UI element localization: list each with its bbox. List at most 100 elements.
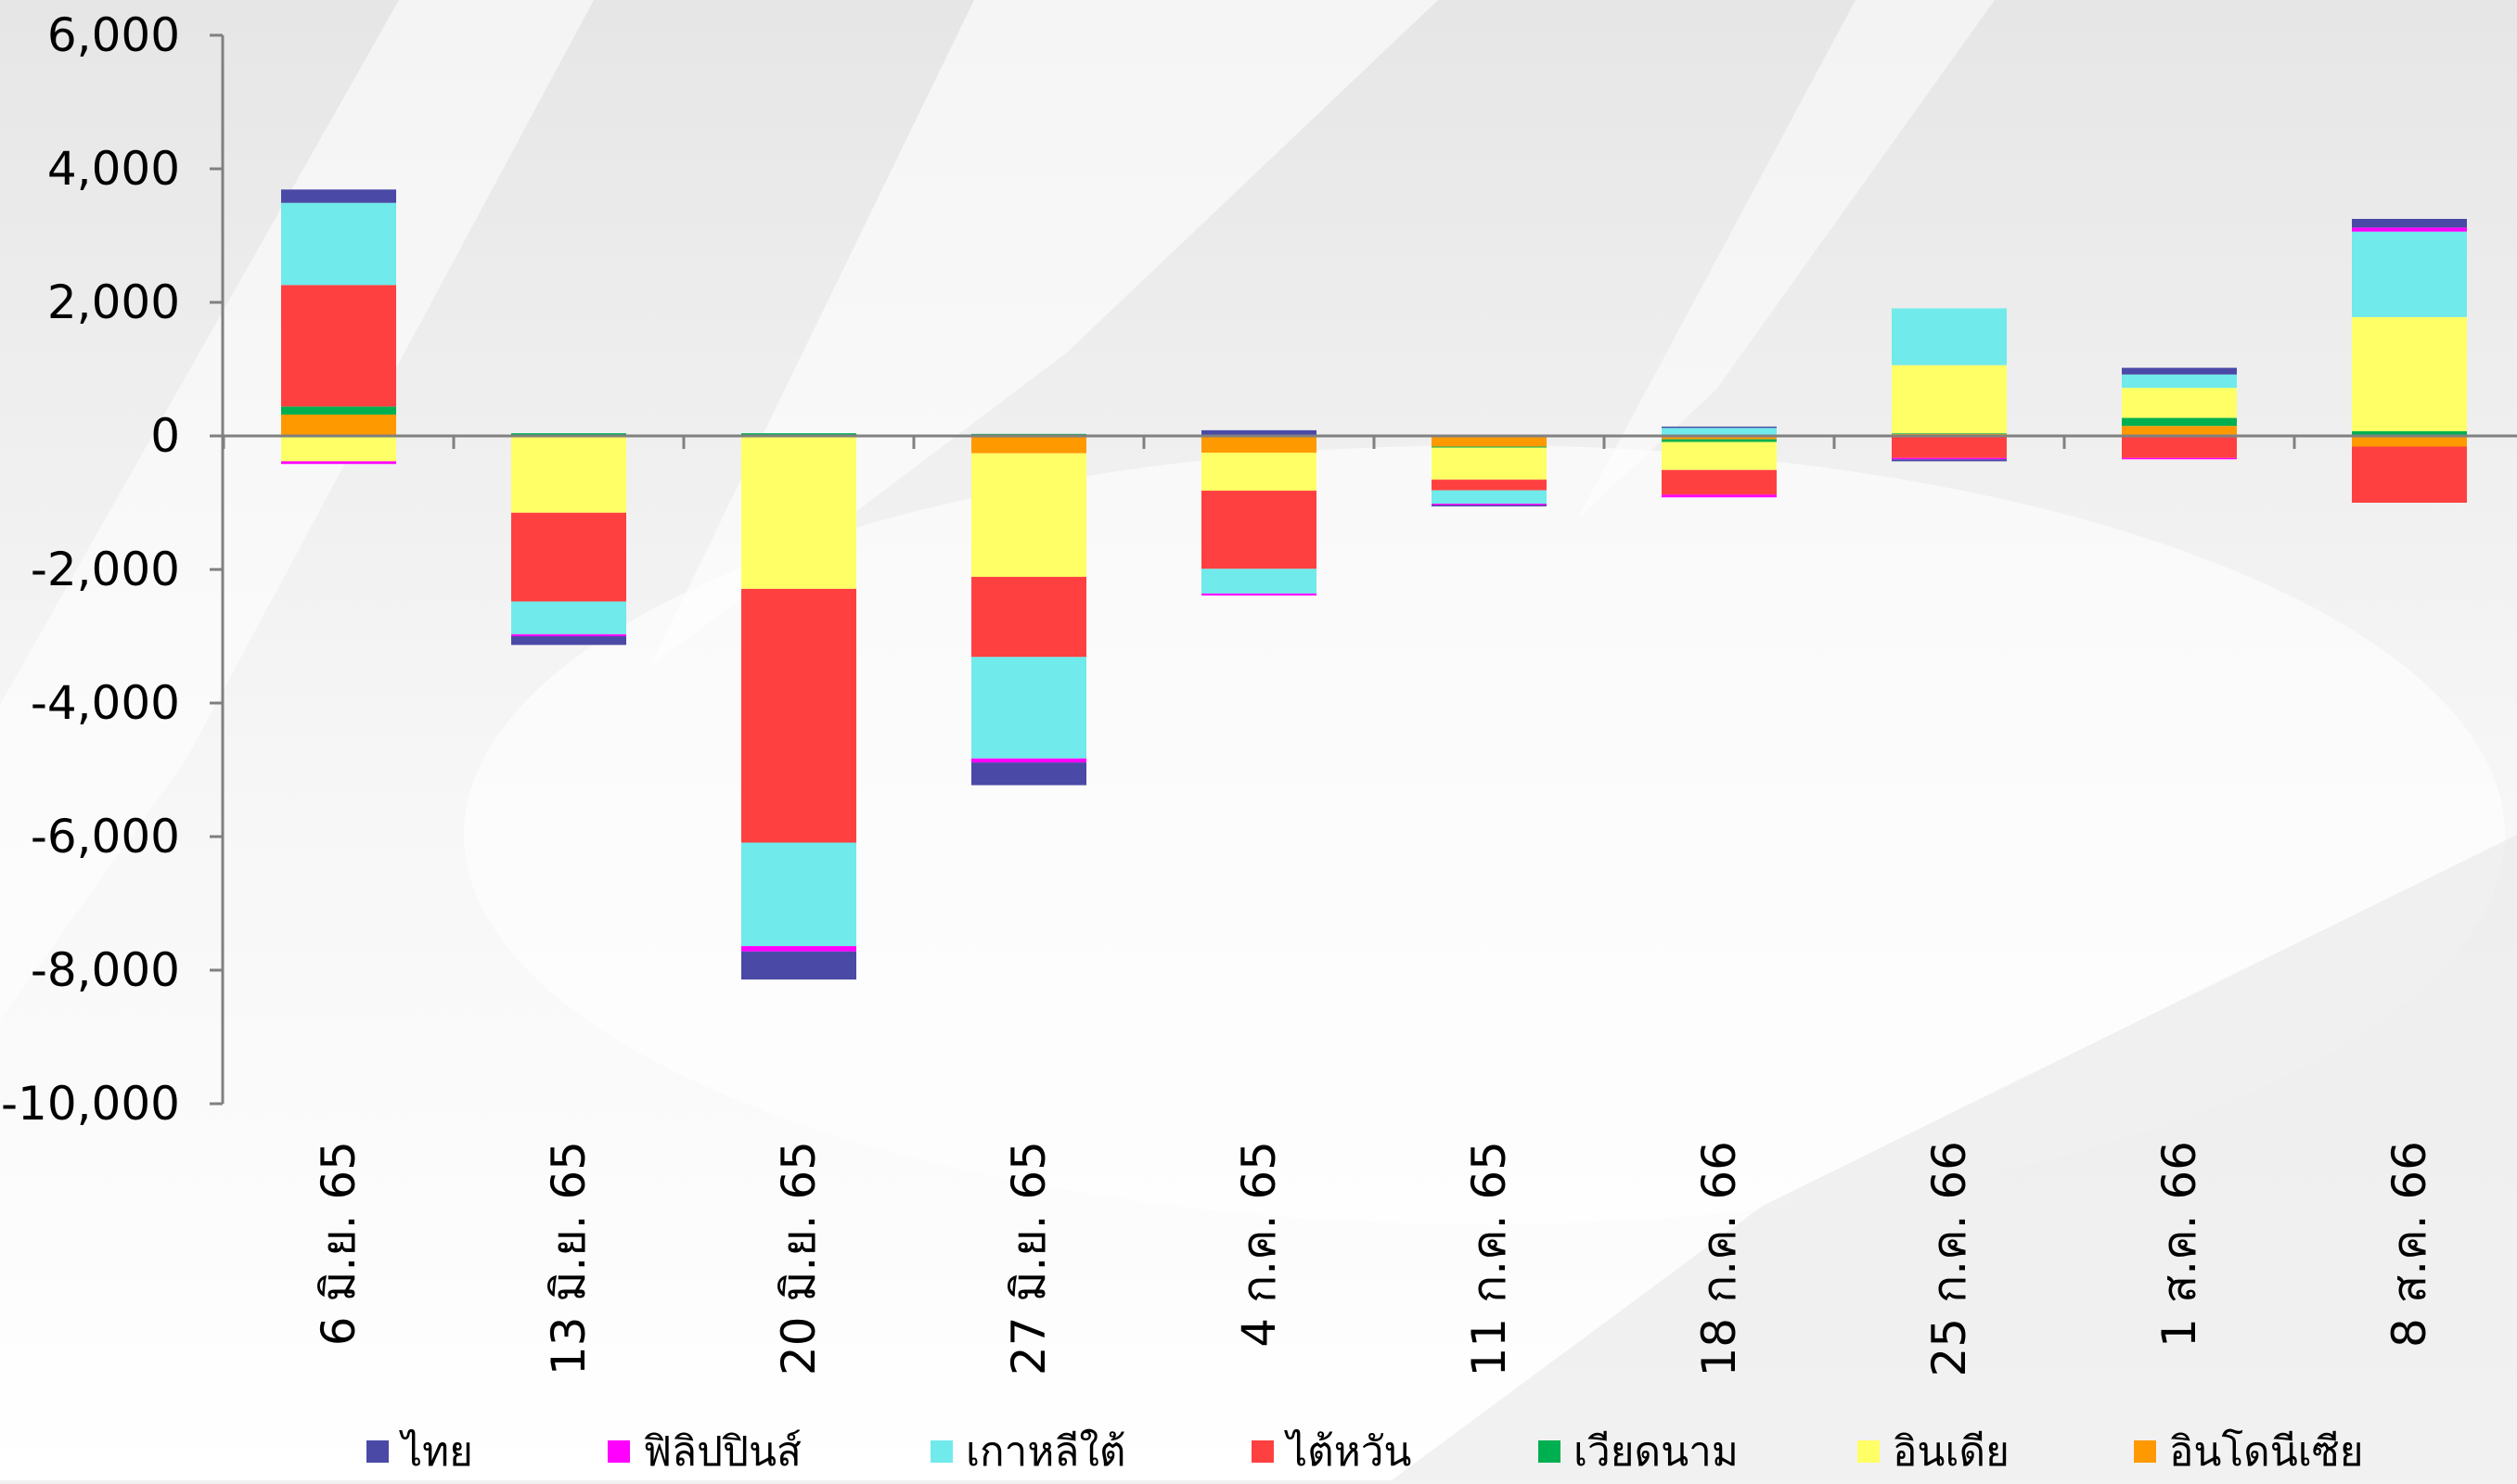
legend: ไทย ฟิลิปปินส์ เกาหลีใต้ ไต้หวัน เวียดนาม อิน…	[0, 1424, 2517, 1479]
legend-swatch	[366, 1440, 389, 1463]
bar-segment	[511, 633, 626, 636]
y-tick-label: 6,000	[47, 8, 180, 62]
x-tick-label: 6 มิ.ย. 65	[312, 1141, 366, 1346]
bar-segment	[511, 601, 626, 634]
legend-item: ไต้หวัน	[1252, 1424, 1412, 1479]
bar-segment	[2122, 374, 2237, 389]
bar-segment	[1662, 426, 1777, 429]
bar-segment	[281, 461, 396, 465]
x-tick-label: 27 มิ.ย. 65	[1002, 1141, 1056, 1375]
x-tick-label: 13 มิ.ย. 65	[542, 1141, 596, 1375]
x-tick-label: 25 ก.ค. 66	[1922, 1141, 1976, 1377]
bar-segment	[2122, 426, 2237, 436]
bar-segment	[281, 414, 396, 436]
y-tick-label: -2,000	[31, 543, 180, 596]
bar-segment	[741, 437, 856, 589]
bar-segment	[1201, 491, 1316, 569]
bar-segment	[281, 436, 396, 462]
bar-segment	[2122, 457, 2237, 460]
bar-segment	[1662, 469, 1777, 495]
bar-segment	[511, 512, 626, 602]
bar-segment	[1201, 429, 1316, 435]
bar-segment	[971, 576, 1086, 658]
legend-item: เวียดนาม	[1538, 1424, 1739, 1479]
bar-segment	[511, 437, 626, 513]
bar-segment	[1662, 441, 1777, 470]
y-tick-label: 2,000	[47, 275, 180, 329]
y-tick-label: -4,000	[31, 676, 180, 730]
x-tick-label: 1 ส.ค. 66	[2152, 1141, 2206, 1348]
bar-segment	[1432, 505, 1547, 506]
axes-layer	[210, 33, 2517, 1106]
legend-swatch	[608, 1440, 630, 1463]
bar-segment	[1662, 436, 1777, 440]
legend-swatch	[1538, 1440, 1560, 1463]
bar-segment	[971, 657, 1086, 759]
y-tick-label: -10,000	[1, 1077, 180, 1131]
x-tick-label: 11 ก.ค. 65	[1462, 1141, 1516, 1377]
bar-segment	[2352, 219, 2467, 228]
bar-segment	[1201, 569, 1316, 594]
y-tick-labels: 6,000 4,000 2,000 0 -2,000 -4,000 -6,000 -8,000…	[1, 8, 180, 1131]
legend-label: ไต้หวัน	[1287, 1428, 1412, 1476]
legend-item: เกาหลีใต้	[931, 1424, 1125, 1479]
bar-segment	[971, 453, 1086, 577]
x-tick-label: 18 ก.ค. 66	[1692, 1141, 1746, 1377]
bar-segment	[2122, 436, 2237, 458]
bar-segment	[741, 951, 856, 980]
legend-item: อินเดีย	[1857, 1424, 2010, 1479]
bar-segment	[1432, 446, 1547, 448]
x-tick-label: 4 ก.ค. 65	[1232, 1141, 1286, 1348]
bar-segment	[2352, 231, 2467, 317]
legend-item: ไทย	[366, 1424, 473, 1479]
x-tick-label: 20 มิ.ย. 65	[772, 1141, 826, 1375]
y-tick-label: -8,000	[31, 943, 180, 997]
bar-segment	[1201, 436, 1316, 453]
legend-swatch	[1252, 1440, 1274, 1463]
bar-segment	[281, 202, 396, 286]
y-tick-label: -6,000	[31, 810, 180, 864]
legend-item: อินโดนีเซีย	[2134, 1424, 2363, 1479]
legend-item: ฟิลิปปินส์	[608, 1424, 802, 1479]
bar-segment	[1662, 494, 1777, 498]
bar-segment	[2352, 430, 2467, 436]
bar-segment	[2352, 316, 2467, 431]
legend-label: เวียดนาม	[1573, 1428, 1739, 1476]
bar-segment	[1892, 433, 2007, 434]
y-tick-label: 0	[150, 409, 180, 463]
legend-swatch	[1857, 1440, 1880, 1463]
bar-segment	[1432, 480, 1547, 491]
bar-segment	[1201, 593, 1316, 596]
bar-segment	[971, 758, 1086, 763]
bar-segment	[511, 636, 626, 646]
bar-segment	[1892, 436, 2007, 458]
legend-label: อินโดนีเซีย	[2169, 1428, 2364, 1476]
x-tick-label: 8 ส.ค. 66	[2382, 1141, 2436, 1348]
legend-swatch	[931, 1440, 953, 1463]
y-tick-label: 4,000	[47, 142, 180, 196]
bar-segment	[1432, 447, 1547, 480]
legend-label: ไทย	[402, 1428, 473, 1476]
bar-segment	[2352, 227, 2467, 232]
bar-segment	[2352, 436, 2467, 447]
bar-segment	[1892, 459, 2007, 462]
bar-segment	[1662, 428, 1777, 436]
x-tick-labels: 6 มิ.ย. 65 13 มิ.ย. 65 20 มิ.ย. 65 27 มิ.ย.…	[312, 1141, 2436, 1377]
bar-segment	[971, 436, 1086, 454]
bar-segment	[2122, 388, 2237, 418]
legend-label: ฟิลิปปินส์	[643, 1428, 802, 1476]
bar-segment	[2122, 417, 2237, 427]
bar-segment	[281, 406, 396, 415]
bar-segment	[1201, 453, 1316, 492]
legend-label: เกาหลีใต้	[966, 1428, 1126, 1476]
bar-segment	[1892, 365, 2007, 434]
bar-segment	[971, 762, 1086, 786]
bar-segment	[1662, 439, 1777, 442]
bar-segment	[2352, 446, 2467, 503]
bar-segment	[281, 189, 396, 203]
bar-segment	[741, 588, 856, 843]
bar-segment	[741, 946, 856, 952]
bar-segment	[1432, 436, 1547, 447]
legend-label: อินเดีย	[1893, 1428, 2010, 1476]
